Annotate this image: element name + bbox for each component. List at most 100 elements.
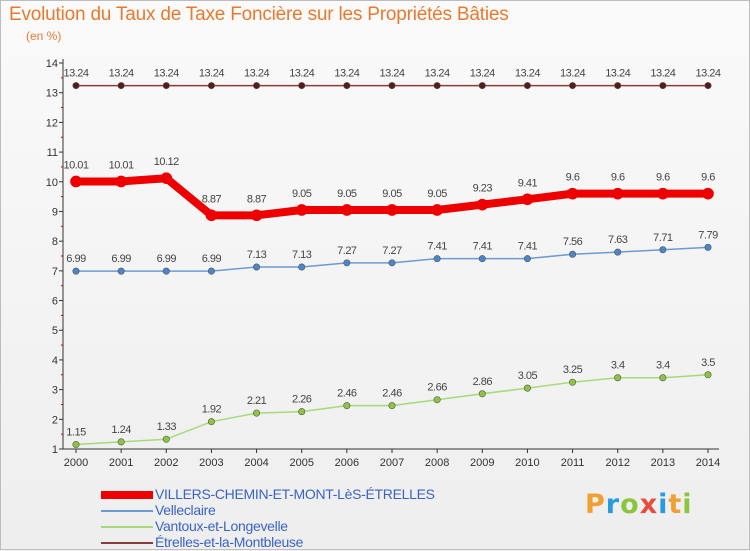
data-point [72, 441, 80, 449]
legend-label: Velleclaire [155, 502, 216, 518]
x-tick-label: 2001 [109, 457, 133, 469]
data-label: 9.6 [701, 172, 715, 184]
data-point [298, 82, 306, 90]
data-label: 6.99 [202, 253, 222, 265]
data-label: 2.86 [473, 376, 493, 388]
x-tick-label: 2011 [561, 457, 585, 469]
data-point [117, 438, 125, 446]
x-tick-label: 2008 [425, 457, 449, 469]
data-point [431, 204, 443, 216]
data-label: 13.24 [289, 68, 314, 80]
data-point [386, 204, 398, 216]
data-label: 13.24 [515, 68, 540, 80]
data-point [614, 82, 622, 90]
data-point [476, 198, 489, 211]
data-label: 7.13 [247, 249, 267, 261]
legend-label: VILLERS-CHEMIN-ET-MONT-LèS-ÉTRELLES [155, 486, 435, 502]
data-label: 9.05 [337, 188, 357, 200]
logo-letter: t [668, 489, 683, 520]
series-group: 13.24 13.24 13.24 13.24 13.24 13.24 13.24 13.24… [63, 68, 721, 449]
data-point [614, 248, 622, 256]
data-point [253, 409, 261, 417]
data-label: 7.13 [292, 249, 312, 261]
unit-label: (en %) [26, 29, 62, 43]
data-point [433, 82, 441, 90]
data-label: 7.79 [698, 229, 718, 241]
legend-label: Vantoux-et-Longevelle [155, 518, 288, 534]
data-point [521, 193, 534, 206]
data-point [205, 209, 218, 222]
data-label: 6.99 [66, 253, 86, 265]
data-point [614, 374, 622, 382]
logo-letter: i [658, 489, 669, 520]
data-point [343, 82, 351, 90]
data-label: 13.24 [470, 68, 495, 80]
x-tick-label: 2009 [470, 457, 494, 469]
y-tick-label: 5 [52, 325, 58, 337]
data-label: 9.23 [473, 183, 493, 195]
y-tick-label: 1 [52, 444, 58, 456]
data-label: 9.05 [427, 188, 447, 200]
x-tick-label: 2005 [289, 457, 313, 469]
y-tick-label: 4 [52, 355, 58, 367]
data-label: 6.99 [157, 253, 177, 265]
data-point [704, 243, 712, 251]
data-label: 7.27 [382, 245, 402, 257]
data-point [657, 187, 669, 200]
data-point [478, 255, 486, 263]
data-label: 13.24 [63, 68, 88, 80]
x-tick-label: 2012 [605, 457, 629, 469]
data-point [162, 82, 170, 90]
logo-letter: r [605, 489, 621, 520]
data-point [704, 82, 712, 90]
data-point [298, 263, 306, 271]
y-tick-label: 3 [52, 385, 58, 397]
data-label: 7.63 [608, 234, 628, 246]
data-label: 13.24 [109, 68, 134, 80]
data-point [659, 82, 667, 90]
data-point [250, 209, 263, 222]
data-point [388, 259, 396, 267]
data-label: 13.24 [695, 68, 720, 80]
x-tick-label: 2004 [244, 457, 268, 469]
data-label: 8.87 [202, 193, 222, 205]
data-point [704, 371, 712, 379]
data-label: 7.41 [473, 241, 493, 253]
data-label: 2.66 [427, 382, 447, 394]
data-label: 9.41 [518, 177, 538, 189]
x-tick-label: 2006 [335, 457, 359, 469]
data-label: 13.24 [334, 68, 359, 80]
series-line [75, 374, 709, 446]
data-label: 3.05 [518, 370, 538, 382]
data-label: 9.6 [656, 172, 670, 184]
legend-swatch [101, 526, 153, 528]
x-tick-label: 2000 [64, 457, 88, 469]
data-point [162, 267, 170, 275]
data-point [117, 82, 125, 90]
data-point [207, 267, 215, 275]
data-point [162, 435, 170, 443]
data-label: 9.05 [382, 188, 402, 200]
data-label: 13.24 [154, 68, 179, 80]
data-point [433, 255, 441, 263]
data-point [341, 204, 353, 216]
data-label: 9.6 [611, 172, 625, 184]
data-label: 3.5 [701, 357, 715, 369]
data-label: 1.92 [202, 404, 222, 416]
x-tick-label: 2013 [651, 457, 675, 469]
legend-swatch [101, 542, 153, 544]
data-point [611, 187, 624, 200]
data-label: 2.46 [337, 388, 357, 400]
data-label: 3.4 [611, 360, 625, 372]
y-tick-label: 6 [52, 296, 58, 308]
data-point [388, 402, 396, 410]
data-point [523, 255, 531, 263]
data-point [523, 384, 531, 392]
y-tick-label: 7 [52, 266, 58, 278]
data-point [253, 82, 261, 90]
x-tick-label: 2003 [199, 457, 223, 469]
data-point [115, 175, 127, 188]
data-point [388, 82, 396, 90]
